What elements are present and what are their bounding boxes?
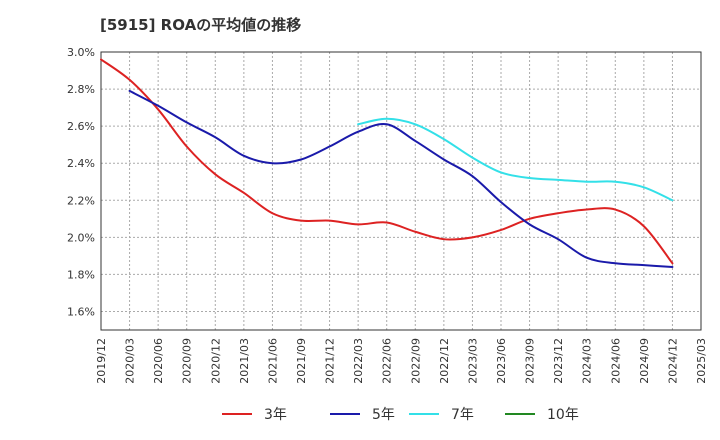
- x-tick-label: 2022/12: [438, 338, 451, 384]
- x-tick-label: 2024/03: [581, 338, 594, 384]
- grid-lines: [100, 51, 702, 330]
- plot-frame: [100, 51, 702, 331]
- y-tick-label: 1.8%: [67, 268, 95, 281]
- legend: 3年 5年 7年 10年: [222, 407, 579, 423]
- series-line-1: [100, 58, 674, 265]
- legend-label-1: 3年: [264, 407, 287, 423]
- x-tick-label: 2024/09: [638, 338, 651, 384]
- x-tick-label: 2020/06: [152, 338, 165, 384]
- y-tick-label: 3.0%: [67, 46, 95, 59]
- x-tick-label: 2021/09: [295, 338, 308, 384]
- x-tick-label: 2023/09: [524, 338, 537, 384]
- x-tick-label: 2020/03: [124, 338, 137, 384]
- x-tick-label: 2023/12: [552, 338, 565, 384]
- x-tick-label: 2021/06: [266, 338, 279, 384]
- x-tick-label: 2019/12: [95, 338, 108, 384]
- y-tick-label: 2.6%: [67, 120, 95, 133]
- x-tick-label: 2022/09: [409, 338, 422, 384]
- axes: [100, 51, 702, 331]
- y-tick-label: 1.6%: [67, 305, 95, 318]
- x-tick-label: 2023/06: [495, 338, 508, 384]
- y-tick-label: 2.2%: [67, 194, 95, 207]
- x-tick-label: 2020/09: [181, 338, 194, 384]
- y-tick-label: 2.8%: [67, 83, 95, 96]
- series-line-3: [357, 117, 674, 202]
- x-tick-label: 2025/03: [695, 338, 708, 384]
- x-tick-label: 2022/03: [352, 338, 365, 384]
- x-tick-label: 2024/12: [666, 338, 679, 384]
- legend-label-3: 7年: [451, 407, 474, 423]
- x-tick-label: 2022/06: [381, 338, 394, 384]
- series-lines: [100, 58, 674, 268]
- x-tick-label: 2021/03: [238, 338, 251, 384]
- x-tick-label: 2024/06: [609, 338, 622, 384]
- x-tick-label: 2023/03: [466, 338, 479, 384]
- chart-title: [5915] ROAの平均値の推移: [100, 16, 302, 34]
- y-tick-label: 2.0%: [67, 231, 95, 244]
- series-line-2: [128, 89, 674, 268]
- legend-label-2: 5年: [372, 407, 395, 423]
- tick-labels: 3.0% 2.8% 2.6% 2.4% 2.2% 2.0% 1.8% 1.6% 2019/12 2…: [67, 46, 708, 384]
- y-tick-label: 2.4%: [67, 157, 95, 170]
- x-tick-label: 2021/12: [324, 338, 337, 384]
- legend-label-4: 10年: [547, 407, 579, 423]
- x-tick-label: 2020/12: [209, 338, 222, 384]
